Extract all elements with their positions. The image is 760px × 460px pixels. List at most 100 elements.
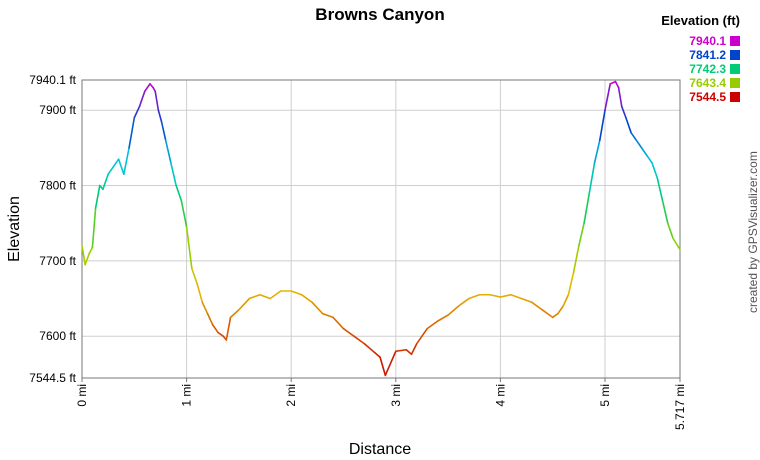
profile-segment bbox=[91, 207, 97, 249]
profile-segment bbox=[290, 290, 303, 296]
profile-segment bbox=[520, 297, 533, 304]
profile-segment bbox=[562, 293, 570, 307]
profile-segment bbox=[578, 222, 585, 247]
profile-segment bbox=[384, 350, 397, 377]
y-tick-label: 7900 ft bbox=[39, 103, 76, 117]
profile-segment bbox=[666, 222, 674, 240]
profile-segment bbox=[191, 267, 198, 285]
profile-segment bbox=[84, 252, 91, 266]
profile-segment bbox=[426, 320, 439, 330]
profile-segment bbox=[604, 83, 612, 112]
x-tick-label: 2 mi bbox=[284, 384, 298, 407]
profile-segment bbox=[201, 301, 209, 315]
profile-segment bbox=[410, 342, 418, 356]
legend-label: 7940.1 bbox=[689, 34, 726, 48]
profile-segment bbox=[164, 139, 172, 164]
legend-swatch bbox=[730, 78, 740, 88]
profile-segment bbox=[248, 293, 261, 300]
profile-segment bbox=[617, 86, 623, 108]
legend-swatch bbox=[730, 36, 740, 46]
profile-segment bbox=[94, 184, 101, 209]
profile-segment bbox=[614, 80, 620, 89]
profile-segment bbox=[128, 116, 136, 149]
profile-segment bbox=[269, 290, 282, 300]
legend-label: 7544.5 bbox=[689, 90, 726, 104]
legend-swatch bbox=[730, 92, 740, 102]
y-tick-label: 7700 ft bbox=[39, 254, 76, 268]
profile-segment bbox=[620, 105, 627, 119]
profile-segment bbox=[551, 312, 559, 319]
legend: Elevation (ft) 7940.17841.27742.37643.47… bbox=[661, 13, 740, 104]
legend-title: Elevation (ft) bbox=[661, 13, 740, 28]
credit-text: created by GPSVisualizer.com bbox=[746, 151, 760, 313]
profile-segment bbox=[149, 83, 154, 89]
elevation-profile bbox=[81, 80, 681, 377]
profile-segment bbox=[117, 158, 125, 176]
profile-segment bbox=[300, 293, 313, 304]
profile-segment bbox=[211, 324, 219, 334]
profile-segment bbox=[123, 147, 130, 176]
profile-segment bbox=[635, 139, 643, 149]
x-axis-title: Distance bbox=[349, 441, 411, 458]
x-tick-label: 1 mi bbox=[180, 384, 194, 407]
profile-segment bbox=[457, 297, 470, 307]
profile-segment bbox=[598, 109, 606, 142]
profile-segment bbox=[238, 297, 251, 311]
x-tick-label: 5.717 mi bbox=[673, 384, 687, 430]
profile-segment bbox=[112, 158, 120, 168]
legend-label: 7643.4 bbox=[689, 76, 726, 90]
profile-segment bbox=[102, 173, 109, 191]
profile-segment bbox=[107, 165, 115, 176]
profile-segment bbox=[342, 327, 355, 337]
plot-area bbox=[81, 79, 681, 379]
profile-segment bbox=[160, 120, 167, 142]
y-tick-label: 7800 ft bbox=[39, 179, 76, 193]
profile-segment bbox=[656, 177, 664, 202]
y-axis-title: Elevation bbox=[6, 196, 23, 262]
profile-segment bbox=[217, 331, 225, 337]
profile-segment bbox=[651, 162, 659, 179]
x-axis-ticks: 0 mi 1 mi 2 mi 3 mi 4 mi 5 mi 5.717 mi bbox=[75, 378, 687, 430]
profile-segment bbox=[415, 327, 428, 345]
profile-segment bbox=[530, 301, 544, 311]
profile-segment bbox=[185, 226, 193, 270]
profile-segment bbox=[206, 312, 214, 326]
legend-swatch bbox=[730, 50, 740, 60]
profile-segment bbox=[572, 244, 580, 273]
x-tick-label: 5 mi bbox=[598, 384, 612, 407]
profile-segment bbox=[499, 293, 512, 298]
profile-segment bbox=[468, 293, 481, 300]
profile-segment bbox=[646, 154, 653, 164]
profile-segment bbox=[180, 199, 188, 228]
profile-segment bbox=[405, 348, 413, 356]
legend-swatch bbox=[730, 64, 740, 74]
y-tick-label: 7600 ft bbox=[39, 329, 76, 343]
y-tick-label: 7940.1 ft bbox=[29, 73, 76, 87]
profile-segment bbox=[138, 90, 146, 108]
profile-segment bbox=[374, 351, 381, 359]
profile-segment bbox=[363, 342, 376, 354]
profile-segment bbox=[133, 105, 141, 119]
profile-segment bbox=[661, 199, 669, 224]
profile-segment bbox=[196, 282, 204, 304]
profile-segment bbox=[557, 305, 564, 315]
profile-segment bbox=[170, 162, 177, 187]
profile-segment bbox=[225, 316, 232, 341]
profile-segment bbox=[583, 192, 591, 224]
profile-segment bbox=[332, 316, 345, 330]
profile-segment bbox=[510, 293, 523, 300]
profile-segment bbox=[447, 305, 460, 316]
profile-segment bbox=[321, 312, 334, 319]
profile-segment bbox=[154, 90, 160, 112]
profile-segment bbox=[259, 293, 272, 300]
legend-label: 7841.2 bbox=[689, 48, 726, 62]
x-tick-label: 3 mi bbox=[389, 384, 403, 407]
y-tick-label: 7544.5 ft bbox=[29, 371, 76, 385]
profile-segment bbox=[436, 314, 449, 322]
profile-segment bbox=[229, 309, 240, 319]
profile-segment bbox=[379, 356, 387, 377]
profile-segment bbox=[630, 132, 638, 142]
x-tick-label: 0 mi bbox=[75, 384, 89, 407]
profile-segment bbox=[567, 271, 575, 296]
